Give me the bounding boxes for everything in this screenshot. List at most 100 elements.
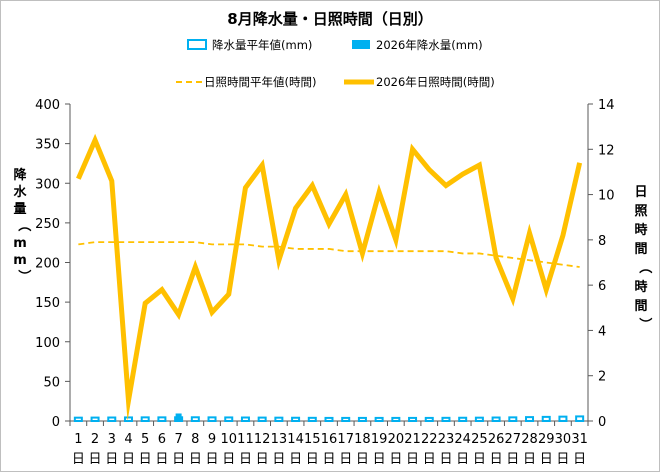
x-tick-suffix: 日	[439, 452, 452, 467]
rain-avg-bar	[274, 416, 284, 423]
rain-avg-bar	[558, 415, 568, 422]
x-tick-label: 31	[571, 432, 588, 447]
x-tick-label: 12	[254, 432, 271, 447]
svg-text:）: ）	[637, 317, 653, 330]
rain-avg-bar	[525, 416, 535, 423]
rain-avg-bar	[324, 416, 334, 422]
svg-text:水: 水	[13, 184, 27, 200]
rain-avg-bar	[508, 416, 518, 422]
legend-label-rain_avg: 降水量平年値(mm)	[212, 38, 312, 52]
x-tick-suffix: 日	[139, 452, 152, 467]
x-tick-suffix: 日	[573, 452, 586, 467]
x-tick-suffix: 日	[122, 452, 135, 467]
x-tick-suffix: 日	[256, 452, 269, 467]
x-tick-label: 2	[91, 432, 99, 447]
x-tick-suffix: 日	[105, 452, 118, 467]
y-right-tick-label: 12	[598, 143, 615, 158]
rain-avg-bar	[357, 416, 367, 422]
rain-avg-bar	[341, 416, 351, 422]
legend-swatch-rain_avg	[187, 39, 207, 50]
y-left-tick-label: 250	[35, 217, 60, 232]
x-tick-suffix: 日	[540, 452, 553, 467]
y-axis-label-left: 降水量（mm）	[13, 167, 32, 283]
x-tick-label: 4	[124, 432, 132, 447]
y-right-tick-label: 10	[598, 189, 615, 204]
svg-text:（: （	[637, 260, 653, 273]
x-tick-label: 25	[471, 432, 488, 447]
y-right-tick-label: 14	[598, 98, 615, 113]
svg-text:照: 照	[634, 204, 647, 219]
rain-avg-bar	[90, 416, 100, 423]
rain-avg-bar	[391, 416, 401, 422]
rain-avg-bar	[257, 416, 267, 423]
x-tick-label: 13	[271, 432, 288, 447]
rain-2026-bar	[175, 413, 182, 421]
x-tick-suffix: 日	[322, 452, 335, 467]
x-tick-suffix: 日	[206, 452, 219, 467]
legend-label-sun_2026: 2026年日照時間(時間)	[376, 75, 495, 89]
y-left-tick-label: 100	[35, 336, 60, 351]
x-tick-label: 24	[454, 432, 471, 447]
x-tick-label: 20	[388, 432, 405, 447]
rain-avg-bar	[408, 416, 418, 422]
rain-avg-bar	[207, 416, 217, 422]
x-tick-suffix: 日	[222, 452, 235, 467]
svg-text:時: 時	[634, 222, 647, 238]
rain-avg-bar	[240, 416, 250, 423]
rain-avg-bar	[491, 416, 501, 423]
x-tick-suffix: 日	[306, 452, 319, 467]
x-tick-label: 21	[404, 432, 421, 447]
rain-avg-bar	[458, 416, 468, 423]
x-tick-label: 23	[438, 432, 455, 447]
y-right-tick-label: 0	[598, 415, 606, 430]
rain-avg-bar	[441, 416, 451, 422]
chart-title: 8月降水量・日照時間（日別）	[227, 10, 432, 28]
rain-avg-bar	[424, 416, 434, 422]
svg-text:間: 間	[634, 242, 647, 257]
rain-avg-bar	[541, 415, 551, 422]
x-tick-suffix: 日	[72, 452, 85, 467]
svg-text:）: ）	[16, 269, 32, 282]
x-tick-suffix: 日	[506, 452, 519, 467]
rain-avg-bar	[107, 416, 117, 423]
y-left-tick-label: 50	[43, 375, 60, 390]
x-tick-label: 22	[421, 432, 438, 447]
y-right-tick-label: 8	[598, 234, 606, 249]
x-tick-suffix: 日	[239, 452, 252, 467]
x-tick-label: 28	[521, 432, 538, 447]
x-tick-label: 15	[304, 432, 321, 447]
legend-item-rain_avg: 降水量平年値(mm)	[187, 38, 312, 52]
rain-avg-bar	[474, 416, 484, 423]
x-tick-label: 8	[191, 432, 199, 447]
legend-item-rain_2026: 2026年降水量(mm)	[352, 38, 483, 52]
y-right-tick-label: 6	[598, 279, 606, 294]
x-tick-suffix: 日	[189, 452, 202, 467]
y-right-tick-label: 2	[598, 370, 606, 385]
x-tick-label: 10	[220, 432, 237, 447]
rain-avg-bar	[307, 416, 317, 422]
rain-avg-bar	[575, 415, 585, 423]
legend-label-rain_2026: 2026年降水量(mm)	[376, 38, 483, 52]
x-tick-label: 26	[488, 432, 505, 447]
legend-swatch-rain_2026	[352, 40, 370, 49]
x-tick-suffix: 日	[456, 452, 469, 467]
x-tick-label: 3	[108, 432, 116, 447]
x-tick-label: 14	[287, 432, 304, 447]
x-tick-label: 19	[371, 432, 388, 447]
svg-text:（: （	[16, 218, 32, 231]
x-tick-suffix: 日	[523, 452, 536, 467]
y-left-tick-label: 150	[35, 296, 60, 311]
x-tick-label: 9	[208, 432, 216, 447]
legend-item-sun_2026: 2026年日照時間(時間)	[344, 75, 495, 89]
rain-avg-bar	[291, 416, 301, 423]
x-tick-suffix: 日	[272, 452, 285, 467]
x-tick-suffix: 日	[556, 452, 569, 467]
x-tick-suffix: 日	[406, 452, 419, 467]
legend-label-sun_avg: 日照時間平年値(時間)	[204, 75, 316, 89]
rain-avg-bar	[190, 416, 200, 422]
svg-text:m: m	[13, 253, 27, 268]
sunshine-2026-line	[76, 133, 583, 421]
svg-text:m: m	[13, 236, 27, 251]
